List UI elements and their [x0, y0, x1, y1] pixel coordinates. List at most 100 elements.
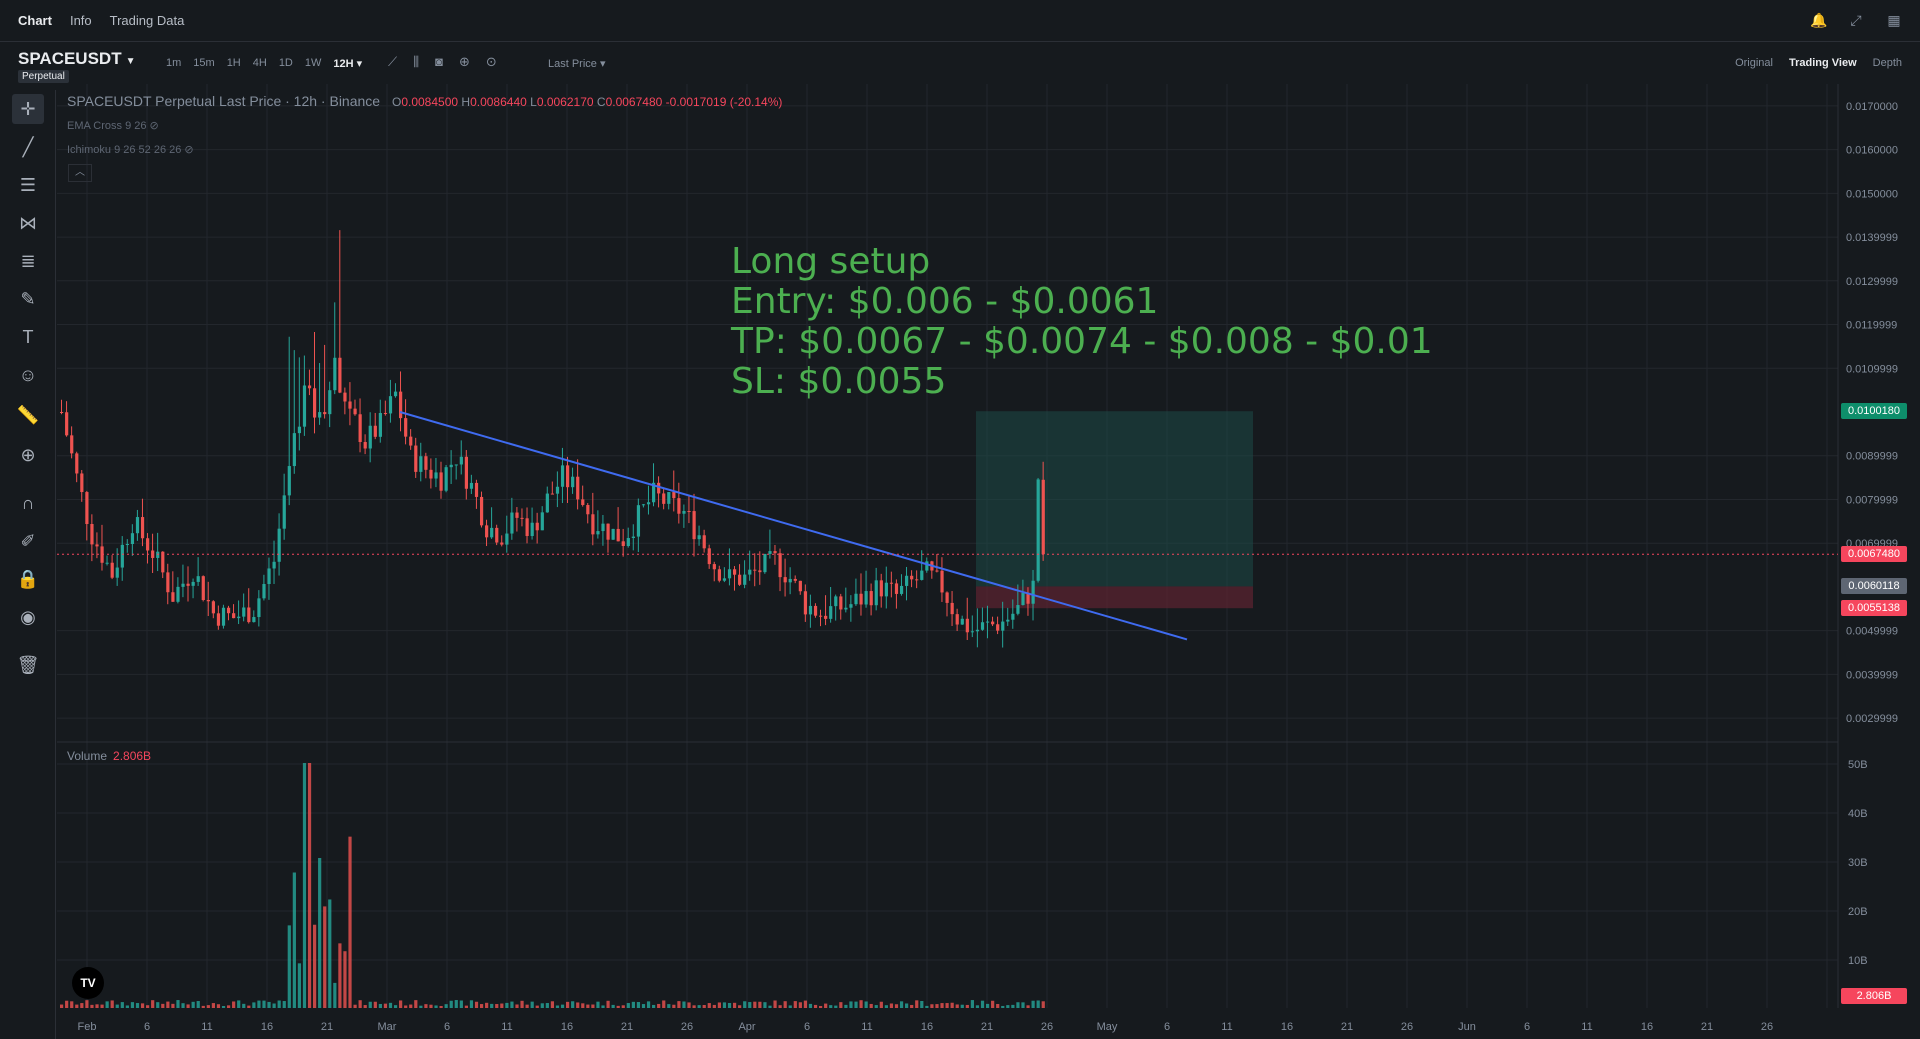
time-tick-label: 16 — [1281, 1021, 1293, 1033]
ohlc-change: -0.0017019 (-20.14%) — [665, 95, 783, 109]
volume-bar — [702, 1005, 706, 1008]
add-indicator-icon[interactable]: ⊕ — [458, 54, 470, 69]
view-original[interactable]: Original — [1735, 57, 1773, 69]
trend-line-icon[interactable]: ╱ — [22, 137, 34, 157]
volume-bar — [980, 1000, 985, 1008]
candle-body — [783, 577, 787, 583]
volume-bar — [525, 1004, 529, 1008]
time-tick-label: 21 — [321, 1021, 333, 1033]
price-tick-label: 0.0160000 — [1846, 145, 1898, 157]
volume-bar — [318, 858, 322, 1008]
interval-1d[interactable]: 1D — [278, 57, 293, 69]
candle-body — [702, 535, 706, 549]
view-switcher: Original Trading View Depth — [1735, 57, 1902, 69]
indicator-ichimoku[interactable]: Ichimoku 9 26 52 26 26 ⊘ — [67, 143, 194, 156]
lock-icon[interactable]: 🔒 — [16, 569, 40, 589]
time-tick-label: 6 — [444, 1021, 450, 1033]
emoji-icon[interactable]: ☺ — [18, 365, 38, 385]
volume-bar — [803, 1000, 808, 1008]
tab-chart[interactable]: Chart — [18, 13, 52, 28]
candle-body — [560, 465, 565, 487]
view-trading-view[interactable]: Trading View — [1788, 57, 1857, 69]
chart-type-icon[interactable]: ⟋ — [388, 54, 398, 69]
volume-bar — [307, 763, 312, 1008]
volume-bar — [297, 963, 302, 1008]
symbol-selector[interactable]: SPACEUSDT ▼ — [18, 49, 136, 69]
volume-bar — [849, 1001, 853, 1008]
tradingview-logo[interactable]: TV — [72, 967, 104, 999]
crosshair-icon[interactable]: ✛ — [12, 94, 44, 124]
interval-1m[interactable]: 1m — [166, 57, 182, 69]
text-icon[interactable]: T — [22, 327, 34, 347]
volume-bar — [454, 1000, 458, 1008]
candle-body — [459, 456, 463, 465]
magnet-icon[interactable]: ∩ — [21, 493, 35, 513]
candle-body — [813, 605, 818, 616]
interval-1h[interactable]: 1H — [226, 57, 241, 69]
volume-bar — [550, 1001, 555, 1008]
volume-bar — [712, 1004, 716, 1008]
candle-body — [631, 536, 635, 539]
eye-hidden-icon[interactable]: ⊘ — [149, 120, 159, 132]
volume-bar — [267, 1001, 271, 1008]
pattern-icon[interactable]: ⋈ — [19, 213, 37, 233]
bell-icon[interactable]: 🔔 — [1810, 12, 1828, 28]
candle-body — [1036, 479, 1040, 581]
volume-bar — [687, 1002, 691, 1008]
view-depth[interactable]: Depth — [1872, 57, 1902, 69]
candle-body — [965, 618, 969, 633]
volume-bar — [920, 1001, 924, 1008]
candle-body — [474, 482, 479, 497]
volume-bar — [991, 1000, 995, 1008]
candles-icon[interactable]: ⫼ — [413, 54, 420, 69]
indicator-ema[interactable]: EMA Cross 9 26 ⊘ — [67, 119, 159, 132]
volume-bar — [545, 1003, 549, 1008]
candle-body — [85, 492, 89, 524]
candle-body — [778, 553, 782, 578]
collapse-legend-button[interactable]: ︿ — [68, 164, 92, 182]
volume-bar — [485, 1002, 489, 1008]
lock-drawing-icon[interactable]: ✐ — [20, 531, 36, 551]
candle-body — [287, 466, 291, 496]
volume-bar — [85, 1000, 89, 1008]
price-tick-label: 0.0109999 — [1846, 363, 1898, 375]
volume-bar — [409, 1004, 413, 1008]
interval-15m[interactable]: 15m — [193, 57, 215, 69]
candle-body — [682, 510, 686, 514]
volume-bar — [819, 1005, 823, 1008]
candle-body — [90, 523, 94, 545]
eye-hidden-icon[interactable]: ⊘ — [184, 144, 194, 156]
volume-bar — [90, 1004, 94, 1008]
volume-bar — [672, 1004, 676, 1008]
volume-bar — [110, 1000, 114, 1008]
fib-icon[interactable]: ≣ — [20, 251, 36, 271]
interval-1w[interactable]: 1W — [304, 57, 322, 69]
candle-body — [247, 607, 251, 623]
candle-body — [105, 562, 109, 564]
ruler-icon[interactable]: 📏 — [16, 405, 40, 425]
candle-body — [166, 572, 170, 593]
tab-info[interactable]: Info — [69, 13, 92, 28]
tab-trading-data[interactable]: Trading Data — [109, 13, 185, 28]
brush-icon[interactable]: ✎ — [20, 289, 36, 309]
candle-body — [267, 568, 271, 585]
volume-bars — [60, 763, 1045, 1008]
layout-grid-icon[interactable]: ▦ — [1887, 12, 1901, 28]
volume-bar — [560, 1004, 565, 1008]
candle-body — [722, 578, 727, 581]
candle-body — [581, 499, 585, 505]
horizontal-lines-icon[interactable]: ☰ — [19, 175, 37, 195]
interval-4h[interactable]: 4H — [252, 57, 267, 69]
settings-icon[interactable]: ⊙ — [485, 54, 497, 69]
trash-icon[interactable]: 🗑 — [16, 655, 40, 675]
interval-12h[interactable]: 12H ▾ — [333, 58, 363, 70]
candle-body — [282, 495, 286, 529]
expand-icon[interactable]: ⤢ — [1850, 12, 1862, 28]
camera-icon[interactable]: ◙ — [435, 54, 443, 69]
last-price-dropdown[interactable]: Last Price ▾ — [548, 58, 606, 70]
zoom-in-icon[interactable]: ⊕ — [20, 445, 36, 465]
candle-body — [257, 598, 261, 618]
candle-body — [333, 357, 337, 391]
eye-icon[interactable]: ◉ — [20, 607, 36, 627]
